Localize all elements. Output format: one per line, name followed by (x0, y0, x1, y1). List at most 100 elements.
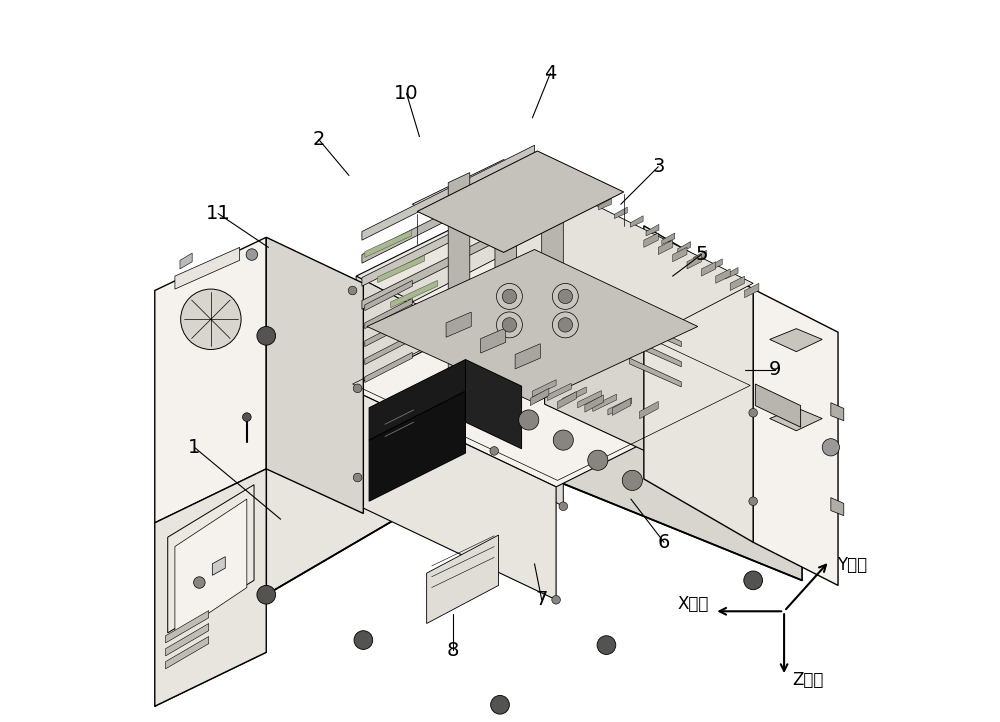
Text: Z方向: Z方向 (793, 671, 824, 689)
Polygon shape (362, 214, 535, 309)
Polygon shape (369, 391, 465, 501)
Text: X方向: X方向 (677, 595, 709, 613)
Polygon shape (448, 173, 470, 393)
Text: 1: 1 (188, 438, 201, 457)
Text: 3: 3 (652, 157, 664, 176)
Circle shape (353, 384, 362, 393)
Polygon shape (427, 535, 499, 624)
Polygon shape (612, 398, 631, 415)
Circle shape (181, 289, 241, 349)
Polygon shape (662, 233, 675, 245)
Polygon shape (678, 242, 691, 253)
Circle shape (353, 473, 362, 482)
Polygon shape (693, 251, 706, 262)
Polygon shape (365, 298, 412, 329)
Polygon shape (500, 203, 802, 580)
Polygon shape (362, 191, 535, 286)
Polygon shape (212, 557, 225, 575)
Polygon shape (155, 238, 266, 523)
Polygon shape (412, 160, 753, 331)
Polygon shape (365, 230, 412, 258)
Text: 2: 2 (313, 130, 325, 149)
Polygon shape (530, 388, 549, 406)
Text: 8: 8 (447, 640, 459, 660)
Polygon shape (417, 151, 624, 253)
Polygon shape (755, 384, 801, 427)
Polygon shape (725, 268, 738, 279)
Circle shape (744, 571, 763, 590)
Circle shape (552, 312, 578, 338)
Circle shape (553, 430, 573, 451)
Polygon shape (166, 611, 209, 643)
Polygon shape (266, 238, 363, 513)
Polygon shape (614, 207, 627, 219)
Polygon shape (547, 383, 571, 401)
Polygon shape (770, 329, 822, 352)
Polygon shape (180, 253, 192, 269)
Circle shape (502, 290, 517, 304)
Polygon shape (831, 403, 844, 421)
Polygon shape (629, 338, 681, 367)
Polygon shape (166, 624, 209, 656)
Polygon shape (391, 219, 688, 362)
Polygon shape (365, 280, 412, 310)
Polygon shape (367, 250, 698, 403)
Text: Y方向: Y方向 (837, 555, 867, 573)
Polygon shape (673, 248, 687, 262)
Polygon shape (175, 499, 247, 636)
Polygon shape (266, 203, 500, 595)
Polygon shape (175, 248, 240, 289)
Polygon shape (495, 173, 517, 393)
Polygon shape (465, 360, 522, 449)
Polygon shape (365, 316, 412, 347)
Polygon shape (629, 318, 681, 347)
Polygon shape (687, 255, 701, 269)
Polygon shape (630, 216, 643, 227)
Polygon shape (446, 312, 471, 337)
Polygon shape (709, 259, 722, 270)
Text: 6: 6 (658, 533, 670, 552)
Polygon shape (716, 269, 730, 283)
Polygon shape (515, 344, 540, 369)
Polygon shape (412, 238, 664, 367)
Polygon shape (730, 276, 745, 290)
Circle shape (491, 695, 509, 714)
Text: 9: 9 (769, 360, 781, 379)
Polygon shape (644, 233, 658, 248)
Text: 11: 11 (206, 204, 230, 223)
Circle shape (558, 318, 573, 332)
Circle shape (552, 596, 560, 604)
Polygon shape (356, 183, 753, 384)
Polygon shape (155, 469, 266, 706)
Polygon shape (578, 391, 601, 408)
Circle shape (822, 439, 839, 456)
Polygon shape (349, 290, 753, 487)
Text: 10: 10 (394, 84, 419, 103)
Polygon shape (585, 395, 604, 412)
Polygon shape (349, 388, 556, 600)
Circle shape (243, 413, 251, 422)
Polygon shape (168, 484, 254, 633)
Circle shape (749, 497, 757, 505)
Circle shape (496, 284, 522, 309)
Polygon shape (378, 256, 424, 282)
Polygon shape (583, 190, 596, 201)
Circle shape (257, 326, 276, 345)
Polygon shape (770, 408, 822, 431)
Circle shape (552, 284, 578, 309)
Polygon shape (745, 283, 759, 297)
Circle shape (559, 502, 568, 510)
Circle shape (502, 318, 517, 332)
Polygon shape (545, 183, 753, 413)
Circle shape (354, 631, 373, 649)
Polygon shape (646, 225, 659, 236)
Polygon shape (640, 401, 658, 419)
Polygon shape (542, 173, 563, 393)
Text: 5: 5 (695, 245, 708, 264)
Text: 7: 7 (536, 591, 548, 609)
Polygon shape (593, 394, 617, 412)
Circle shape (490, 447, 499, 455)
Polygon shape (563, 387, 586, 404)
Polygon shape (481, 328, 506, 353)
Circle shape (519, 410, 539, 430)
